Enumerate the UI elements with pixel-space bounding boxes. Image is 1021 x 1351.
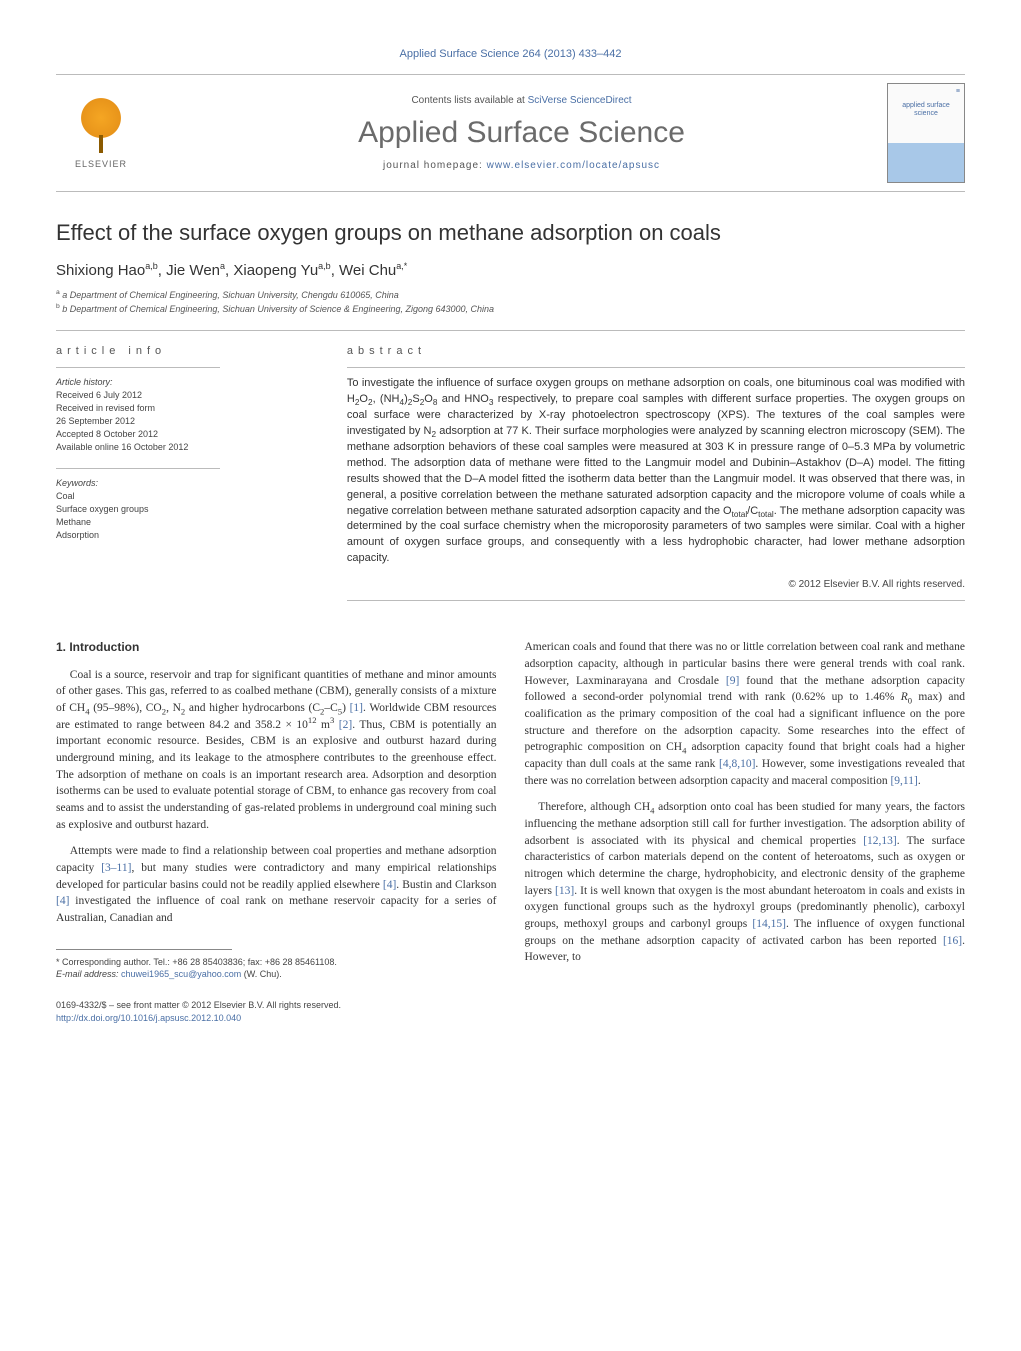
cover-issue-mark: ≡ (892, 88, 960, 95)
keywords-block: Keywords: Coal Surface oxygen groups Met… (56, 477, 329, 542)
body-left-column: 1. Introduction Coal is a source, reserv… (56, 639, 497, 981)
footnote-separator (56, 949, 232, 950)
footnote-line-2: E-mail address: chuwei1965_scu@yahoo.com… (56, 968, 497, 981)
cover-title-text: applied surface science (892, 102, 960, 117)
abstract-rule-top (347, 367, 965, 368)
intro-para-2: Attempts were made to find a relationshi… (56, 843, 497, 926)
doi-link[interactable]: http://dx.doi.org/10.1016/j.apsusc.2012.… (56, 1013, 241, 1023)
sciencedirect-link[interactable]: SciVerse ScienceDirect (528, 95, 632, 106)
keywords-label: Keywords: (56, 478, 98, 488)
page-footer: 0169-4332/$ – see front matter © 2012 El… (56, 999, 965, 1024)
history-online: Available online 16 October 2012 (56, 442, 188, 452)
history-accepted: Accepted 8 October 2012 (56, 429, 158, 439)
journal-title: Applied Surface Science (156, 116, 887, 150)
affiliation-b-text: b Department of Chemical Engineering, Si… (62, 304, 494, 314)
elsevier-tree-icon (71, 97, 131, 157)
history-label: Article history: (56, 377, 113, 387)
article-info-label: article info (56, 345, 329, 357)
article-title: Effect of the surface oxygen groups on m… (56, 220, 965, 246)
intro-para-4: Therefore, although CH4 adsorption onto … (525, 799, 966, 966)
keyword-2: Surface oxygen groups (56, 504, 149, 514)
body-right-column: American coals and found that there was … (525, 639, 966, 981)
elsevier-logo: ELSEVIER (56, 88, 146, 178)
body-two-columns: 1. Introduction Coal is a source, reserv… (56, 639, 965, 981)
keyword-3: Methane (56, 517, 91, 527)
footer-front-matter: 0169-4332/$ – see front matter © 2012 El… (56, 999, 965, 1012)
email-label: E-mail address: (56, 969, 119, 979)
footnote-line-1: * Corresponding author. Tel.: +86 28 854… (56, 956, 497, 969)
homepage-prefix: journal homepage: (383, 160, 483, 171)
abstract-copyright: © 2012 Elsevier B.V. All rights reserved… (347, 579, 965, 590)
history-revised-2: 26 September 2012 (56, 416, 135, 426)
journal-homepage-link[interactable]: www.elsevier.com/locate/apsusc (487, 160, 660, 171)
page-root: Applied Surface Science 264 (2013) 433–4… (0, 0, 1021, 1064)
abstract-text: To investigate the influence of surface … (347, 376, 965, 567)
corresponding-author-footnote: * Corresponding author. Tel.: +86 28 854… (56, 956, 497, 981)
history-revised-1: Received in revised form (56, 403, 155, 413)
history-received: Received 6 July 2012 (56, 390, 142, 400)
info-rule-1 (56, 367, 220, 368)
masthead-center: Contents lists available at SciVerse Sci… (156, 95, 887, 171)
abstract-label: abstract (347, 345, 965, 357)
affiliations: a a Department of Chemical Engineering, … (56, 289, 965, 316)
contents-available-line: Contents lists available at SciVerse Sci… (156, 95, 887, 106)
masthead: ELSEVIER Contents lists available at Sci… (56, 74, 965, 192)
affiliation-a-text: a Department of Chemical Engineering, Si… (62, 290, 399, 300)
elsevier-wordmark: ELSEVIER (75, 159, 127, 169)
corresponding-email-link[interactable]: chuwei1965_scu@yahoo.com (121, 969, 241, 979)
keyword-4: Adsorption (56, 530, 99, 540)
intro-para-1: Coal is a source, reservoir and trap for… (56, 667, 497, 834)
article-info-column: article info Article history: Received 6… (56, 331, 347, 615)
info-abstract-row: article info Article history: Received 6… (56, 330, 965, 615)
contents-prefix: Contents lists available at (411, 95, 524, 106)
section-1-heading: 1. Introduction (56, 639, 497, 656)
abstract-rule-bottom (347, 600, 965, 601)
intro-para-3: American coals and found that there was … (525, 639, 966, 789)
journal-cover-thumb: ≡ applied surface science (887, 83, 965, 183)
authors-line: Shixiong Haoa,b, Jie Wena, Xiaopeng Yua,… (56, 262, 965, 279)
affiliation-b: b b Department of Chemical Engineering, … (56, 303, 965, 317)
info-rule-2 (56, 468, 220, 469)
email-suffix: (W. Chu). (244, 969, 282, 979)
affiliation-a: a a Department of Chemical Engineering, … (56, 289, 965, 303)
keyword-1: Coal (56, 491, 75, 501)
abstract-column: abstract To investigate the influence of… (347, 331, 965, 615)
article-history: Article history: Received 6 July 2012 Re… (56, 376, 329, 454)
header-citation: Applied Surface Science 264 (2013) 433–4… (56, 48, 965, 60)
journal-homepage-line: journal homepage: www.elsevier.com/locat… (156, 160, 887, 171)
